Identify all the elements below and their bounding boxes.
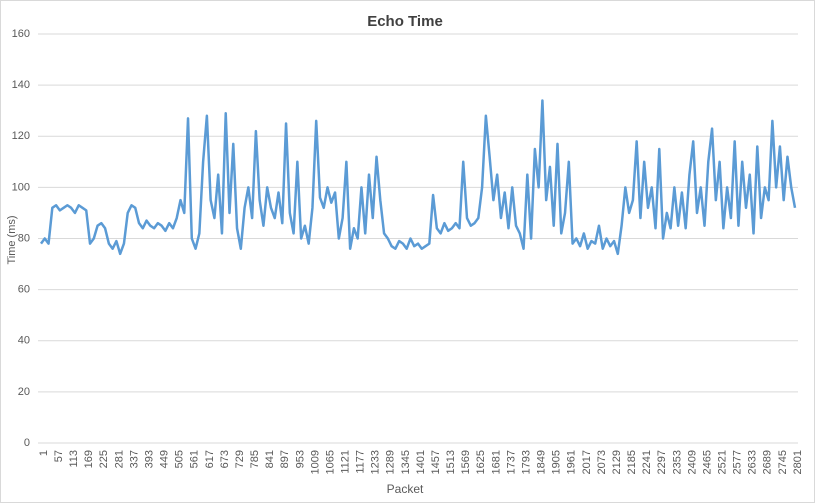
x-tick-label: 1625 [475,450,487,474]
chart-title: Echo Time [367,13,443,30]
x-tick-label: 2073 [596,450,608,474]
y-tick-label: 80 [18,232,30,244]
x-tick-label: 113 [68,450,80,468]
x-tick-label: 169 [83,450,95,468]
y-tick-label: 20 [18,386,30,398]
x-tick-label: 1793 [520,450,532,474]
y-axis-label: Time (ms) [6,215,18,264]
x-tick-label: 1233 [370,450,382,474]
x-tick-label: 1961 [566,450,578,474]
x-tick-label: 841 [264,450,276,468]
x-tick-label: 1737 [505,450,517,474]
x-tick-label: 1569 [460,450,472,474]
x-tick-label: 953 [294,450,306,468]
x-tick-label: 1681 [490,450,502,474]
x-tick-label: 2129 [611,450,623,474]
x-tick-label: 2297 [656,450,668,474]
x-tick-label: 729 [234,450,246,468]
x-tick-label: 2689 [762,450,774,474]
y-tick-label: 120 [12,130,30,142]
x-tick-label: 2409 [686,450,698,474]
x-tick-label: 1345 [400,450,412,474]
x-tick-label: 449 [159,450,171,468]
x-tick-label: 505 [174,450,186,468]
x-tick-label: 2745 [777,450,789,474]
y-tick-label: 160 [12,28,30,40]
data-line [39,99,797,256]
x-tick-label: 2521 [717,450,729,474]
x-tick-label: 1905 [551,450,563,474]
x-tick-label: 785 [249,450,261,468]
x-axis-label: Packet [387,482,424,496]
y-tick-label: 40 [18,335,30,347]
x-tick-label: 2633 [747,450,759,474]
x-tick-label: 2353 [671,450,683,474]
x-tick-label: 57 [53,450,65,462]
x-tick-label: 337 [128,450,140,468]
x-tick-label: 1513 [445,450,457,474]
x-tick-label: 225 [98,450,110,468]
x-tick-label: 393 [143,450,155,468]
y-tick-label: 100 [12,181,30,193]
y-tick-label: 140 [12,79,30,91]
x-tick-label: 1401 [415,450,427,474]
x-tick-label: 1457 [430,450,442,474]
x-tick-label: 897 [279,450,291,468]
x-tick-label: 2017 [581,450,593,474]
x-tick-label: 561 [189,450,201,468]
x-tick-label: 1 [38,450,50,456]
x-tick-label: 1121 [340,450,352,474]
x-tick-label: 2185 [626,450,638,474]
x-tick-label: 2577 [732,450,744,474]
x-tick-label: 2465 [701,450,713,474]
y-tick-label: 0 [24,437,30,449]
x-tick-label: 1289 [385,450,397,474]
x-tick-label: 1177 [355,450,367,474]
x-tick-label: 673 [219,450,231,468]
x-tick-label: 1009 [309,450,321,474]
x-tick-label: 2241 [641,450,653,474]
x-tick-label: 1849 [536,450,548,474]
y-tick-label: 60 [18,284,30,296]
x-tick-label: 1065 [324,450,336,474]
x-tick-label: 281 [113,450,125,468]
x-tick-label: 617 [204,450,216,468]
x-tick-label: 2801 [792,450,804,474]
